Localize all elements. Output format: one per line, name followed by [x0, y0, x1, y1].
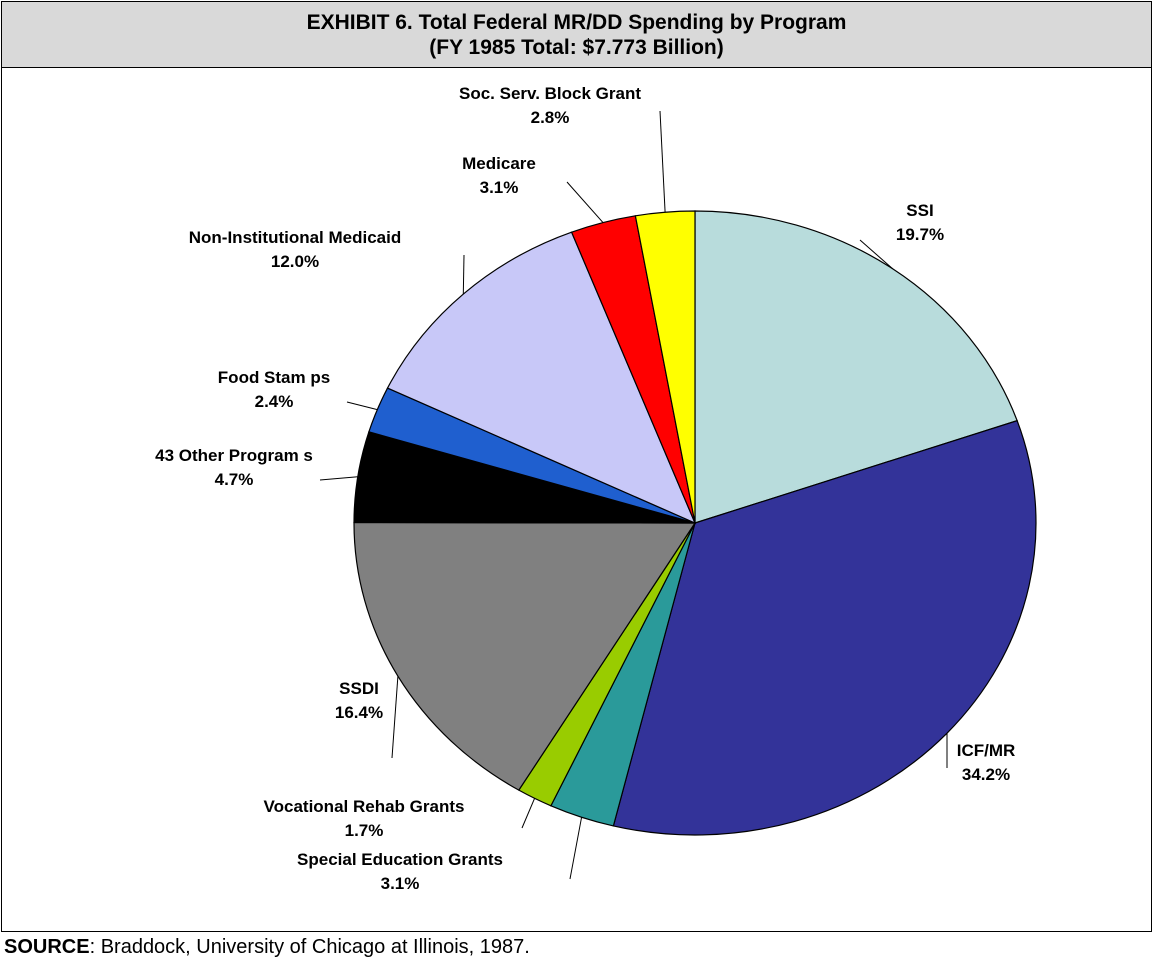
slice-value-label: 16.4%	[335, 703, 383, 722]
leader-line	[521, 798, 536, 829]
leader-line	[659, 110, 666, 213]
slice-label: ICF/MR	[957, 741, 1016, 760]
leader-line	[346, 401, 378, 411]
slice-value-label: 3.1%	[381, 874, 420, 893]
slice-label: Vocational Rehab Grants	[264, 797, 465, 816]
slice-label: 43 Other Program s	[155, 446, 313, 465]
slice-label: Soc. Serv. Block Grant	[459, 84, 641, 103]
slice-label: Food Stam ps	[218, 368, 330, 387]
chart-subtitle: (FY 1985 Total: $7.773 Billion)	[429, 35, 724, 59]
slice-value-label: 3.1%	[480, 178, 519, 197]
pie-slice-non-institutional-medicaid	[386, 231, 697, 525]
source-label: SOURCE	[4, 936, 90, 958]
source-note: SOURCE: Braddock, University of Chicago …	[4, 936, 530, 959]
slice-label: Non-Institutional Medicaid	[189, 228, 402, 247]
pie-slice-ssdi	[353, 521, 697, 791]
exhibit-header: EXHIBIT 6. Total Federal MR/DD Spending …	[2, 2, 1151, 68]
slice-label: SSI	[906, 201, 933, 220]
leader-line	[319, 476, 358, 481]
slice-value-label: 4.7%	[215, 470, 254, 489]
slice-value-label: 19.7%	[896, 225, 944, 244]
slice-value-label: 2.8%	[531, 108, 570, 127]
pie-chart: SSI 19.7% ICF/MR 34.2% Special Education Gra…	[155, 84, 1037, 893]
slice-value-label: 1.7%	[345, 821, 384, 840]
source-text: : Braddock, University of Chicago at Ill…	[89, 936, 530, 958]
exhibit-frame: EXHIBIT 6. Total Federal MR/DD Spending …	[1, 1, 1152, 932]
pie-slice-soc-serv-block-grant	[634, 210, 696, 524]
slice-value-label: 2.4%	[255, 392, 294, 411]
pie-slice-icf-mr	[612, 419, 1037, 836]
slice-label: Special Education Grants	[297, 850, 503, 869]
slice-label: SSDI	[339, 679, 379, 698]
pie-plot-area: SSI 19.7% ICF/MR 34.2% Special Education Gra…	[2, 68, 1151, 931]
leader-line	[391, 676, 399, 759]
chart-title: EXHIBIT 6. Total Federal MR/DD Spending …	[306, 10, 847, 34]
slice-value-label: 34.2%	[962, 765, 1010, 784]
slice-value-label: 12.0%	[271, 252, 319, 271]
leader-line	[462, 254, 465, 295]
leader-line	[859, 239, 894, 270]
leader-line	[569, 817, 583, 880]
slice-label: Medicare	[462, 154, 536, 173]
leader-line	[566, 181, 604, 223]
